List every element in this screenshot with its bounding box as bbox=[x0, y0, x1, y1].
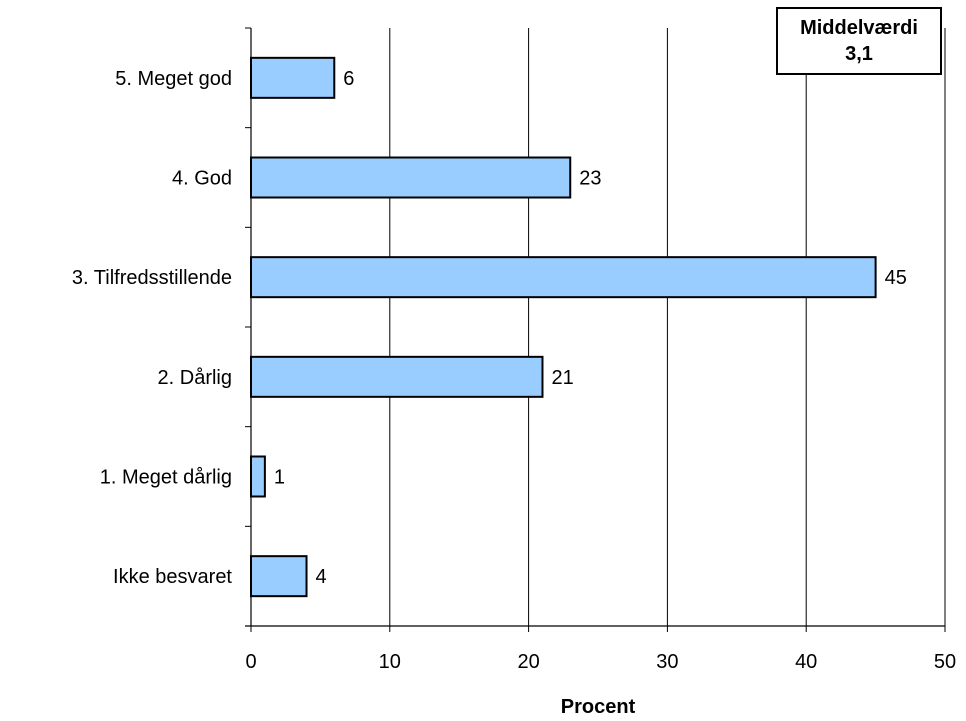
bar bbox=[250, 256, 877, 299]
bar bbox=[250, 555, 308, 598]
bar bbox=[250, 156, 572, 199]
bar bbox=[250, 56, 336, 99]
mean-value-box: Middelværdi 3,1 bbox=[776, 7, 942, 75]
data-label: 6 bbox=[343, 68, 354, 90]
bar bbox=[250, 355, 544, 398]
labels: 0 10 20 30 40 50 5. Meget god 6 4. God 23 3. Tilfr… bbox=[72, 68, 956, 673]
category-label: 2. Dårlig bbox=[158, 367, 232, 389]
category-label: 3. Tilfredsstillende bbox=[72, 267, 232, 289]
mean-value: 3,1 bbox=[845, 43, 873, 65]
x-axis-title: Procent bbox=[561, 696, 636, 718]
data-label: 1 bbox=[274, 467, 285, 489]
mean-value-title: Middelværdi bbox=[800, 17, 918, 39]
x-tick-label: 40 bbox=[795, 651, 817, 673]
x-tick-label: 30 bbox=[656, 651, 678, 673]
category-label: Ikke besvaret bbox=[113, 566, 232, 588]
data-label: 4 bbox=[316, 566, 327, 588]
x-tick-label: 20 bbox=[517, 651, 539, 673]
category-label: 5. Meget god bbox=[115, 68, 232, 90]
x-tick-label: 50 bbox=[934, 651, 956, 673]
axes bbox=[245, 27, 946, 632]
data-label: 23 bbox=[579, 168, 601, 190]
data-label: 45 bbox=[885, 267, 907, 289]
x-tick-label: 10 bbox=[379, 651, 401, 673]
bars bbox=[250, 56, 877, 598]
category-label: 1. Meget dårlig bbox=[100, 467, 232, 489]
data-label: 21 bbox=[551, 367, 573, 389]
grid-lines bbox=[389, 28, 946, 626]
x-tick-label: 0 bbox=[245, 651, 256, 673]
category-label: 4. God bbox=[172, 168, 232, 190]
bar bbox=[250, 455, 266, 498]
